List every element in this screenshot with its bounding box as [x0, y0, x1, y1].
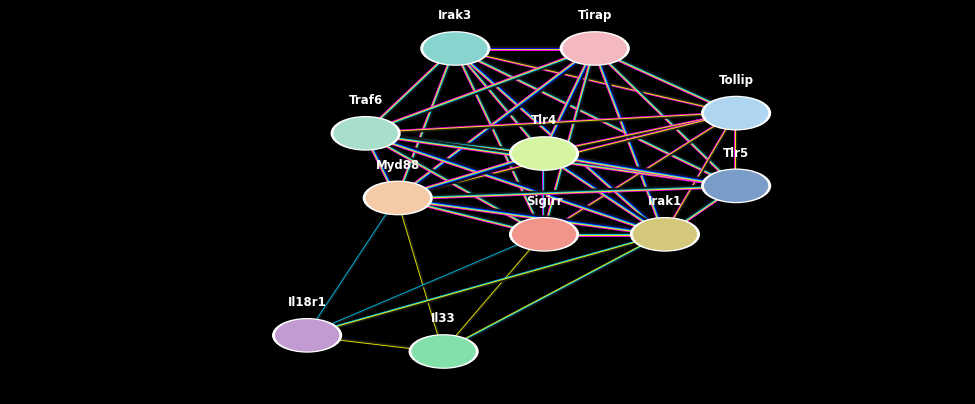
Text: Sigirr: Sigirr — [526, 195, 563, 208]
Ellipse shape — [633, 218, 697, 250]
Ellipse shape — [704, 97, 768, 129]
Ellipse shape — [563, 32, 627, 65]
Ellipse shape — [509, 136, 579, 171]
Ellipse shape — [272, 318, 342, 353]
Text: Tollip: Tollip — [719, 74, 754, 87]
Ellipse shape — [411, 335, 476, 368]
Ellipse shape — [333, 117, 398, 149]
Ellipse shape — [512, 218, 576, 250]
Text: Traf6: Traf6 — [348, 94, 383, 107]
Ellipse shape — [704, 170, 768, 202]
Text: Irak1: Irak1 — [648, 195, 682, 208]
Ellipse shape — [363, 181, 433, 215]
Text: Il33: Il33 — [431, 312, 456, 325]
Ellipse shape — [701, 168, 771, 203]
Ellipse shape — [275, 319, 339, 351]
Text: Il18r1: Il18r1 — [288, 296, 327, 309]
Ellipse shape — [701, 96, 771, 130]
Ellipse shape — [630, 217, 700, 252]
Text: Irak3: Irak3 — [439, 9, 473, 22]
Text: Tirap: Tirap — [577, 9, 612, 22]
Ellipse shape — [509, 217, 579, 252]
Ellipse shape — [560, 31, 630, 66]
Ellipse shape — [366, 182, 430, 214]
Ellipse shape — [423, 32, 488, 65]
Text: Tlr4: Tlr4 — [531, 114, 557, 127]
Text: Tlr5: Tlr5 — [723, 147, 749, 160]
Ellipse shape — [420, 31, 490, 66]
Ellipse shape — [512, 137, 576, 170]
Ellipse shape — [409, 334, 479, 369]
Ellipse shape — [331, 116, 401, 151]
Text: Myd88: Myd88 — [375, 159, 420, 172]
